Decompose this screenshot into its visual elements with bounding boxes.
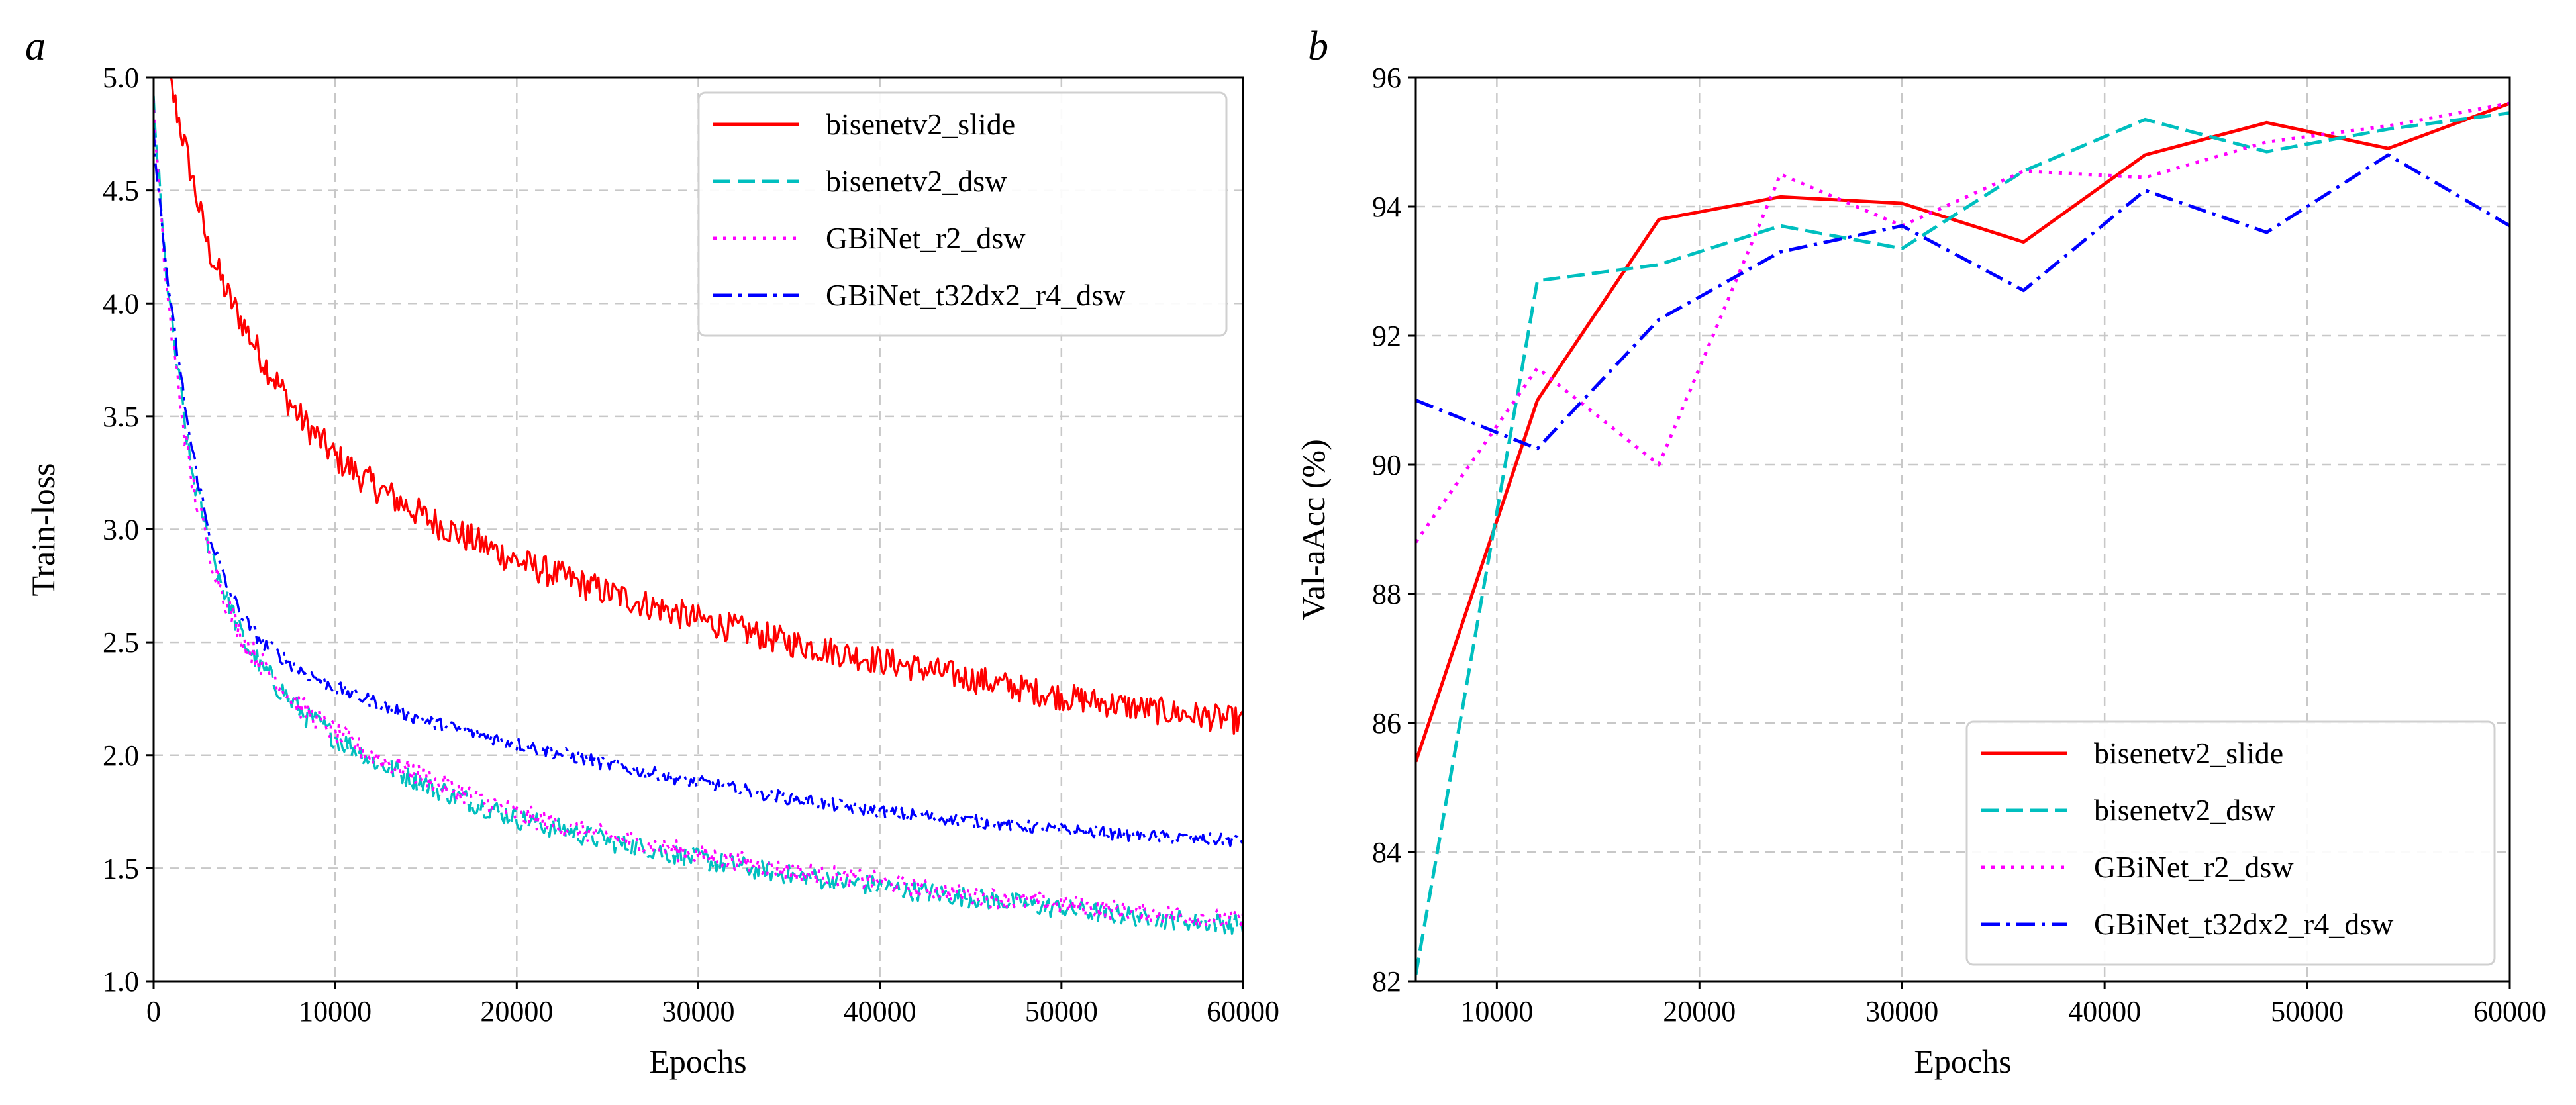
panel-a-y-tick-label: 4.5 [103,175,139,207]
panel-a-y-tick-label: 3.0 [103,514,139,546]
panel-a-x-tick-label: 50000 [1025,995,1098,1028]
panel-a-x-tick-label: 60000 [1207,995,1279,1028]
panel-b-legend-label-bisenetv2_slide: bisenetv2_slide [2094,736,2283,770]
panel-a-x-tick-label: 30000 [662,995,735,1028]
panel-a-series [154,77,1243,935]
panel-a-y-tick-label: 2.0 [103,740,139,772]
panel-b-x-tick-label: 60000 [2473,995,2546,1028]
panel-b-y-tick-label: 92 [1372,320,1401,352]
panel-a-legend-label-GBiNet_t32dx2_r4_dsw: GBiNet_t32dx2_r4_dsw [826,278,1126,312]
panel-a-y-tick-label: 1.5 [103,852,139,885]
panel-a-legend-label-bisenetv2_dsw: bisenetv2_dsw [826,164,1007,198]
panel-a-x-tick-label: 0 [146,995,161,1028]
panel-b-series-bisenetv2_dsw [1416,111,2510,975]
panel-b-legend-box [1965,720,2496,966]
panel-a-train-loss-chart: a 0 10000 20000 30000 40000 50000 60000 1.0 1.5 2… [25,24,1279,1080]
panel-a-legend-label-bisenetv2_slide: bisenetv2_slide [826,107,1015,141]
panel-a-y-tick-label: 5.0 [103,62,139,94]
panel-a-letter: a [25,24,46,69]
panel-b-x-tick-label: 50000 [2271,995,2344,1028]
panel-a-y-tick-label: 4.0 [103,287,139,320]
panel-b-y-tick-label: 94 [1372,191,1401,223]
panel-b-legend-label-GBiNet_t32dx2_r4_dsw: GBiNet_t32dx2_r4_dsw [2094,907,2394,941]
panel-b-legend-label-GBiNet_r2_dsw: GBiNet_r2_dsw [2094,850,2294,884]
panel-a-x-tick-label: 20000 [480,995,553,1028]
panel-a-legend: bisenetv2_slide bisenetv2_dsw GBiNet_r2_ds… [697,91,1228,337]
panel-b-x-tick-label: 10000 [1460,995,1533,1028]
panel-b-legend-label-bisenetv2_dsw: bisenetv2_dsw [2094,793,2275,827]
panel-b-ticks: 10000 20000 30000 40000 50000 60000 82 84 86 88 90… [1372,62,2546,1028]
panel-a-ticks: 0 10000 20000 30000 40000 50000 60000 1.0 1.5 2.0… [103,62,1279,1028]
panel-b-y-tick-label: 90 [1372,449,1401,481]
panel-b-series-GBiNet_r2_dsw [1416,101,2510,544]
panel-b-series-GBiNet_t32dx2_r4_dsw [1416,153,2510,451]
panel-a-legend-label-GBiNet_r2_dsw: GBiNet_r2_dsw [826,221,1026,255]
panel-a-y-tick-label: 2.5 [103,626,139,659]
panel-b-y-tick-label: 96 [1372,62,1401,94]
panel-b-letter: b [1308,24,1328,69]
panel-b-x-tick-label: 20000 [1663,995,1736,1028]
panel-a-y-tick-label: 1.0 [103,965,139,998]
panel-a-series-bisenetv2_dsw [154,95,1243,935]
panel-a-ylabel: Train-loss [25,463,62,597]
panel-b-y-tick-label: 84 [1372,836,1401,869]
panel-b-y-tick-label: 82 [1372,965,1401,998]
panel-a-series-GBiNet_t32dx2_r4_dsw [154,128,1243,847]
panel-b-series-bisenetv2_slide [1416,101,2510,763]
panel-a-legend-box [697,91,1228,337]
panel-a-xlabel: Epochs [649,1043,746,1080]
panel-b-val-acc-chart: b 10000 20000 30000 40000 50000 60000 82 84 86 88… [1295,24,2546,1080]
panel-b-ylabel: Val-aAcc (%) [1295,439,1332,620]
panel-b-plot-frame [1414,76,2511,983]
panel-b-x-tick-label: 40000 [2068,995,2141,1028]
panel-b-series [1416,101,2510,975]
panel-a-x-tick-label: 10000 [299,995,372,1028]
panel-a-y-tick-label: 3.5 [103,401,139,433]
panel-b-y-tick-label: 86 [1372,707,1401,740]
panel-b-xlabel: Epochs [1914,1043,2011,1080]
panel-b-y-tick-label: 88 [1372,578,1401,610]
panel-a-x-tick-label: 40000 [844,995,916,1028]
panel-a-series-bisenetv2_slide [164,77,1243,735]
panel-b-legend: bisenetv2_slide bisenetv2_dsw GBiNet_r2_ds… [1965,720,2496,966]
panel-b-x-tick-label: 30000 [1865,995,1938,1028]
